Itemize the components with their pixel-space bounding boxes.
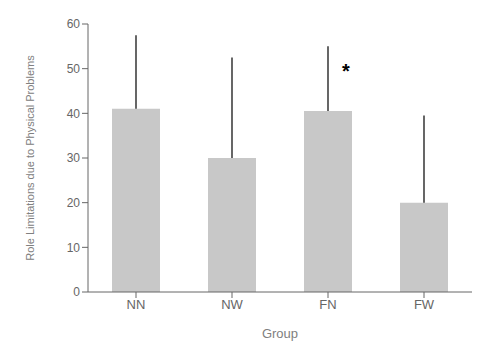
svg-text:50: 50 [67, 62, 81, 76]
svg-text:0: 0 [73, 285, 80, 299]
svg-text:40: 40 [67, 107, 81, 121]
svg-text:Group: Group [262, 326, 298, 341]
svg-text:20: 20 [67, 196, 81, 210]
svg-text:FW: FW [414, 297, 435, 312]
svg-text:NW: NW [221, 297, 243, 312]
svg-text:*: * [342, 60, 350, 82]
svg-text:30: 30 [67, 151, 81, 165]
svg-text:NN: NN [127, 297, 146, 312]
svg-text:60: 60 [67, 17, 81, 31]
svg-text:Role Limitations due to Physic: Role Limitations due to Physical Problem… [24, 55, 36, 261]
svg-text:FN: FN [319, 297, 336, 312]
svg-text:10: 10 [67, 241, 81, 255]
